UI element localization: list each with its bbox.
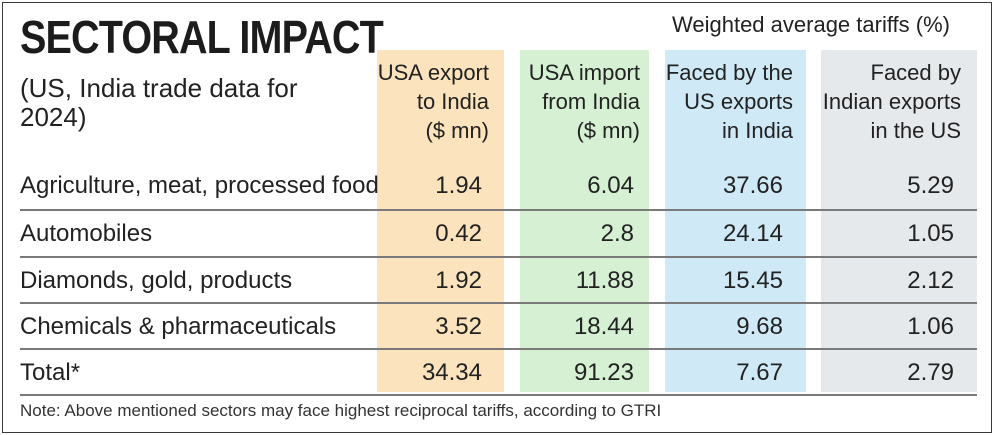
tariff-us-value: 9.68: [736, 313, 783, 340]
row-divider: [20, 256, 977, 258]
header-tariff-us-in-india: Faced by the US exports in India: [665, 60, 793, 143]
tariff-india-value: 5.29: [907, 172, 954, 199]
tariff-us-value: 15.45: [722, 267, 783, 294]
usa-import-column-bg: [520, 50, 649, 392]
row-divider: [20, 394, 977, 396]
usa-export-value: 1.94: [435, 172, 482, 199]
sector-label: Agriculture, meat, processed food: [20, 172, 379, 199]
table-row: Automobiles 0.42 2.8 24.14 1.05: [20, 210, 977, 257]
tariff-india-column-bg: [821, 50, 977, 392]
sector-label: Total*: [20, 359, 81, 386]
header-usa-import: USA import from India ($ mn): [528, 60, 640, 143]
usa-import-value: 11.88: [575, 267, 634, 294]
row-divider: [20, 209, 977, 211]
row-divider: [20, 302, 977, 304]
tariff-india-value: 2.12: [907, 267, 954, 294]
tariff-us-column-bg: [665, 50, 806, 392]
usa-export-value: 3.52: [435, 313, 482, 340]
usa-export-value: 34.34: [421, 359, 482, 386]
sector-label: Automobiles: [20, 220, 153, 247]
table-row: Diamonds, gold, products 1.92 11.88 15.4…: [20, 257, 977, 304]
usa-import-value: 2.8: [600, 220, 634, 247]
header-usa-export: USA export to India ($ mn): [377, 60, 489, 143]
usa-export-column-bg: [377, 50, 504, 392]
usa-export-value: 1.92: [435, 267, 482, 294]
row-divider: [20, 348, 977, 350]
tariff-us-value: 37.66: [722, 172, 783, 199]
subtitle: (US, India trade data for 2024): [20, 73, 298, 132]
usa-import-value: 6.04: [587, 172, 634, 199]
tariff-us-value: 24.14: [722, 220, 783, 247]
table-row: Chemicals & pharmaceuticals 3.52 18.44 9…: [20, 303, 977, 350]
weighted-tariffs-heading: Weighted average tariffs (%): [672, 12, 950, 37]
table-row: Agriculture, meat, processed food 1.94 6…: [20, 162, 977, 209]
page-title: SECTORAL IMPACT: [20, 11, 384, 63]
header-tariff-india-in-us: Faced by Indian exports in the US: [822, 60, 961, 143]
footnote: Note: Above mentioned sectors may face h…: [20, 401, 662, 420]
sector-label: Chemicals & pharmaceuticals: [20, 313, 337, 340]
tariff-india-value: 1.06: [907, 313, 954, 340]
tariff-us-value: 7.67: [736, 359, 783, 386]
usa-import-value: 91.23: [573, 359, 634, 386]
sector-label: Diamonds, gold, products: [20, 267, 293, 294]
usa-export-value: 0.42: [435, 220, 482, 247]
usa-import-value: 18.44: [573, 313, 634, 340]
tariff-india-value: 1.05: [907, 220, 954, 247]
table-row: Total* 34.34 91.23 7.67 2.79: [20, 349, 977, 396]
tariff-india-value: 2.79: [907, 359, 954, 386]
